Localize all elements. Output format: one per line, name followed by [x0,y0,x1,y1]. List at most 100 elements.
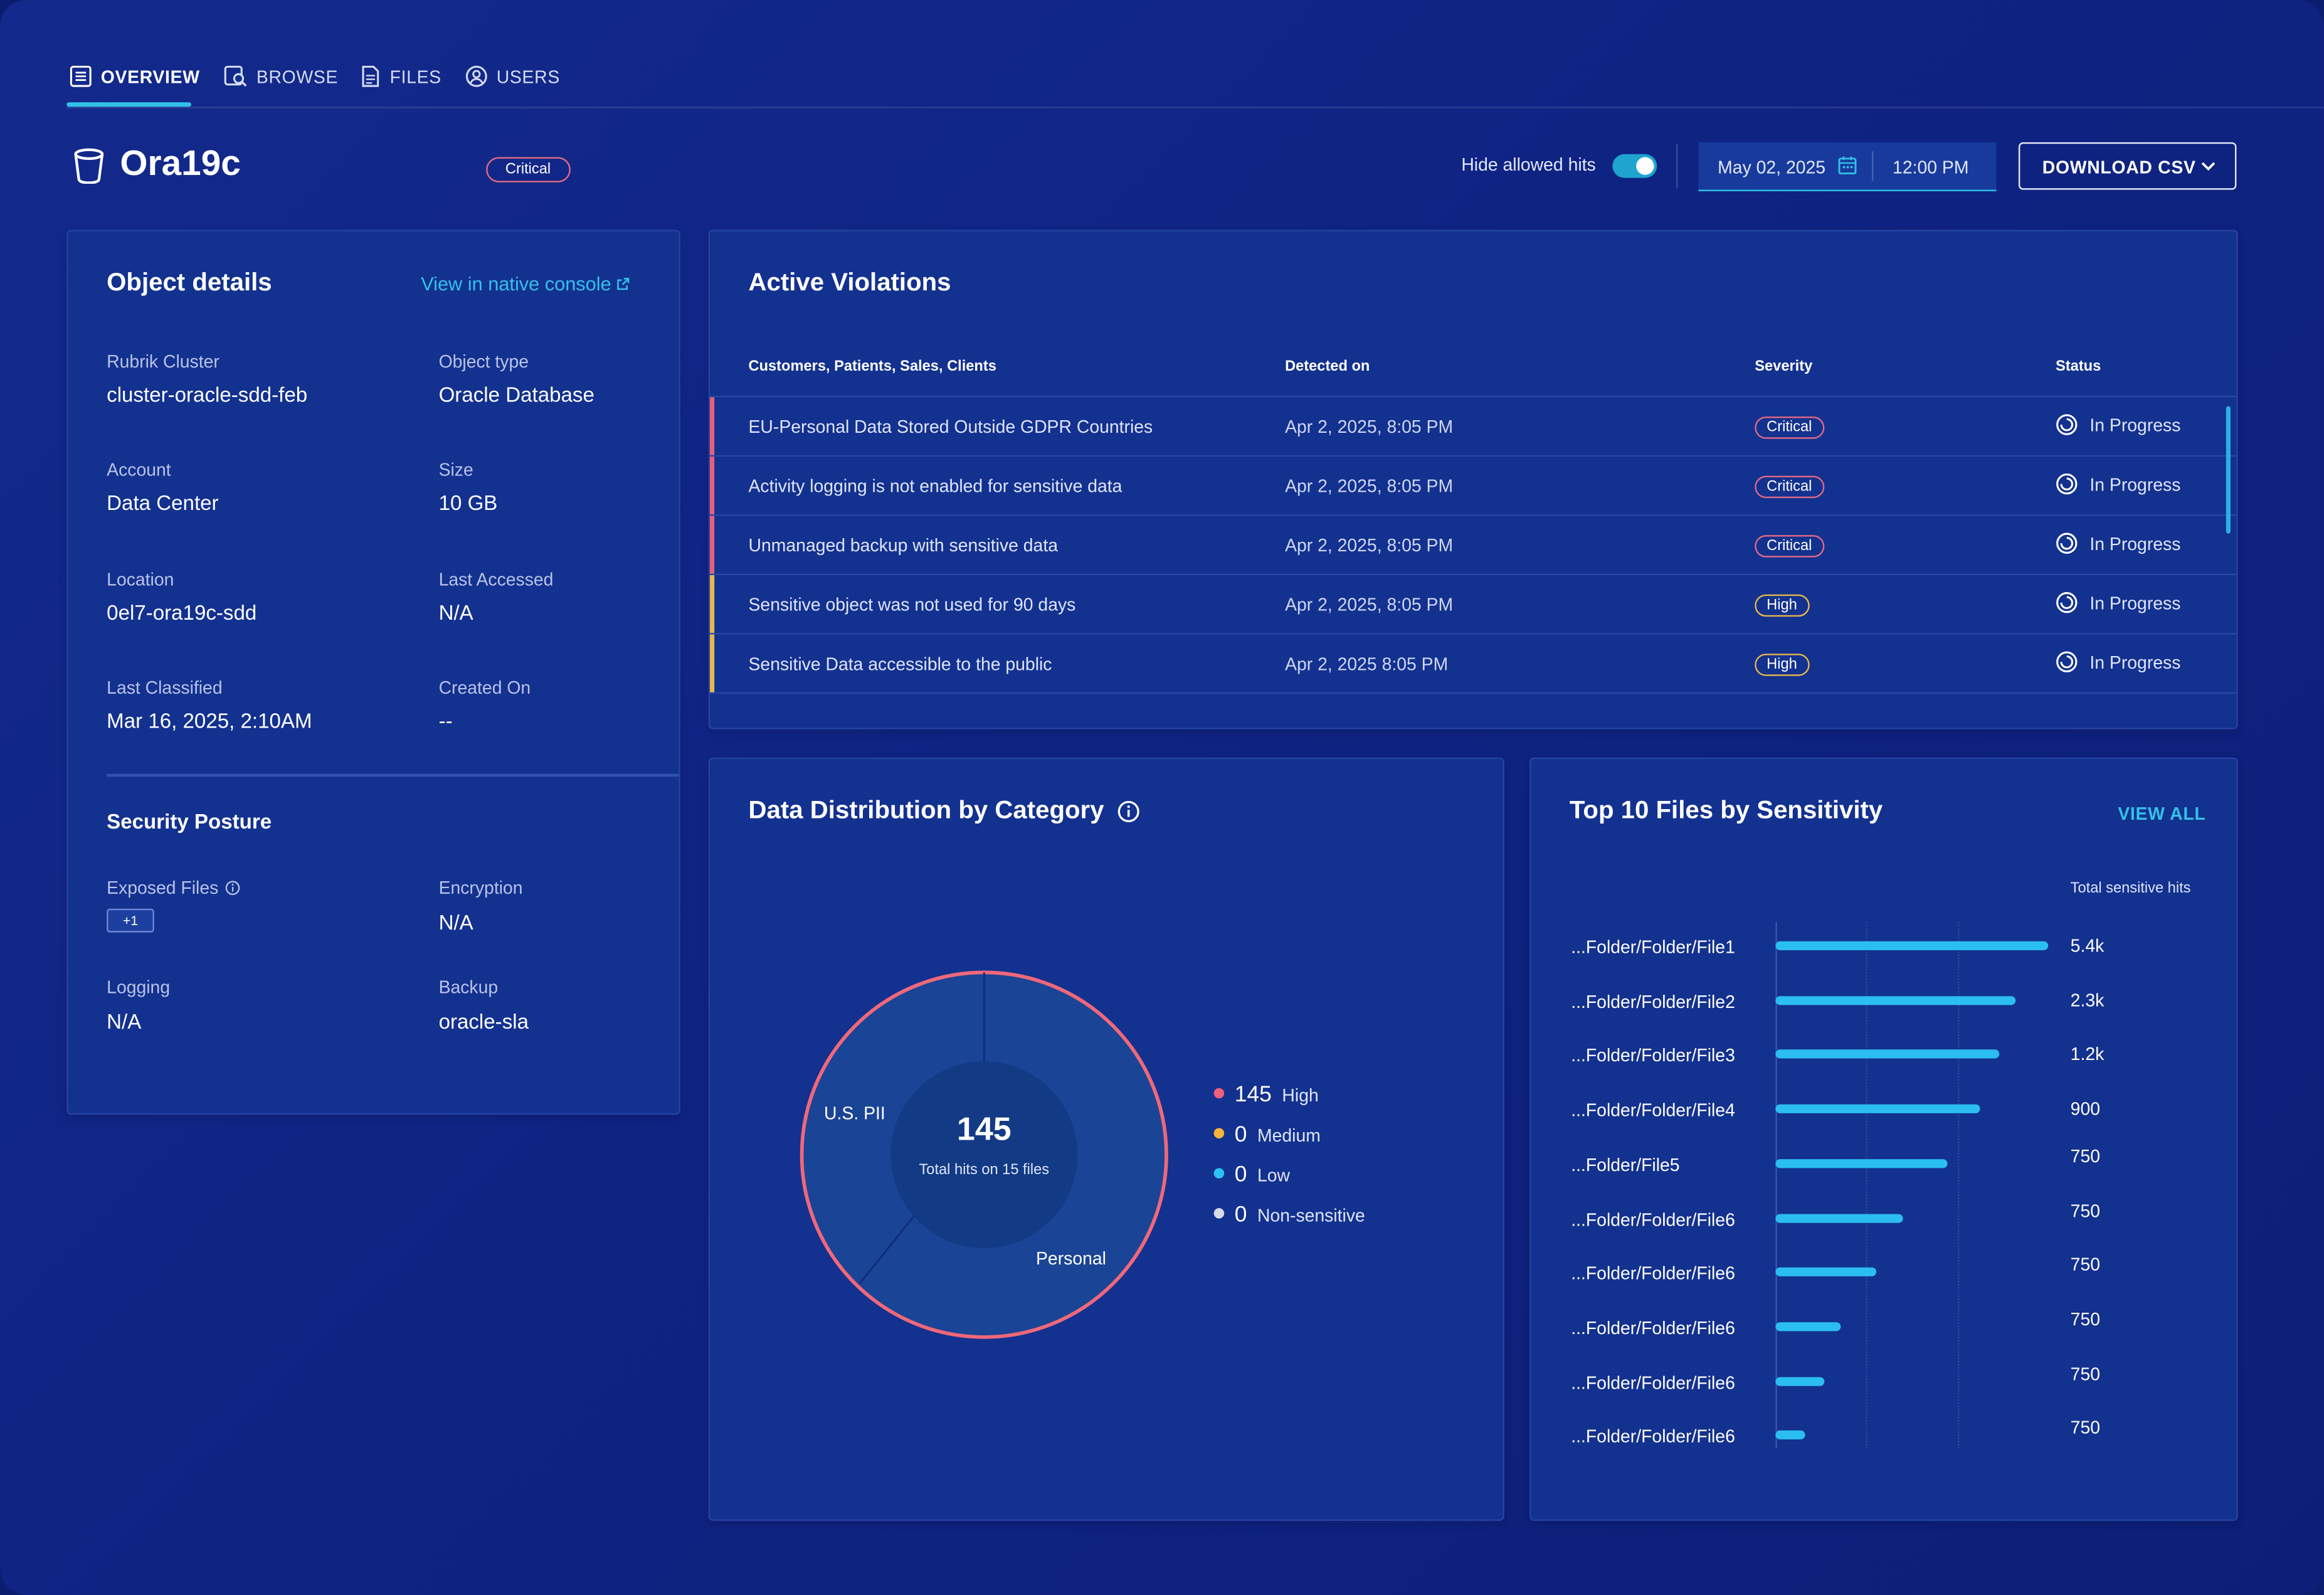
field-value: -- [438,708,453,733]
tab-label: FILES [389,66,441,87]
file-hits-value: 750 [2070,1200,2101,1221]
field-label: Size [438,459,473,480]
column-header[interactable]: Detected on [1285,358,1370,375]
logging-label: Logging [107,977,171,998]
violation-name: Sensitive object was not used for 90 day… [748,594,1076,615]
status-label: In Progress [2089,592,2181,613]
table-row[interactable]: Activity logging is not enabled for sens… [710,455,2237,515]
external-link-icon [618,278,630,290]
badge-label: Critical [1755,535,1824,558]
status-label: In Progress [2089,651,2181,672]
legend-label: Low [1257,1165,1291,1186]
segment-divider [858,1215,916,1285]
active-tab-indicator [66,102,191,107]
file-row[interactable]: ...Folder/Folder/File6 750 [1531,1200,2236,1236]
severity-badge: Critical [1755,415,1824,439]
calendar-icon[interactable] [1838,156,1857,175]
donut-caption: Total hits on 15 files [919,1162,1050,1179]
badge-label: Critical [1755,416,1824,439]
column-header[interactable]: Customers, Patients, Sales, Clients [748,358,996,375]
donut-total: 145 [956,1110,1011,1148]
file-name: ...Folder/Folder/File2 [1571,991,1735,1012]
file-name: ...Folder/Folder/File1 [1571,936,1735,958]
file-hits-bar [1775,1213,1904,1222]
file-hits-value: 900 [2070,1098,2101,1120]
legend-value: 0 [1234,1162,1247,1188]
file-row[interactable]: ...Folder/Folder/File6 750 [1531,1417,2236,1453]
field-value: 0el7-ora19c-sdd [107,600,257,624]
file-row[interactable]: ...Folder/Folder/File4 900 [1531,1097,2236,1126]
legend-item-low: 0 Low [1213,1162,1291,1188]
hide-allowed-toggle[interactable] [1612,154,1657,178]
file-name: ...Folder/Folder/File3 [1571,1046,1735,1067]
tab-bar: OVERVIEW BROWSE FILES USERS [66,56,2324,109]
column-header[interactable]: Status [2056,358,2101,375]
file-name: ...Folder/Folder/File4 [1571,1100,1735,1121]
object-severity-badge: Critical [486,154,570,183]
in-progress-icon [2056,533,2078,554]
status-cell: In Progress [2056,591,2180,613]
legend-dot [1213,1168,1225,1179]
file-row[interactable]: ...Folder/Folder/File2 2.3k [1531,988,2236,1018]
tab-browse[interactable]: BROWSE [224,65,338,87]
field-value: cluster-oracle-sdd-feb [107,382,308,406]
legend-item-medium: 0 Medium [1213,1122,1321,1148]
field-value: Mar 16, 2025, 2:10AM [107,708,312,733]
tab-users[interactable]: USERS [465,65,560,87]
title-text: Data Distribution by Category [748,796,1104,825]
info-icon[interactable] [226,881,241,896]
status-label: In Progress [2089,474,2181,495]
tab-label: BROWSE [256,66,339,87]
view-all-link[interactable]: VIEW ALL [2118,803,2206,825]
detected-on: Apr 2, 2025 8:05 PM [1285,654,1449,675]
table-row[interactable]: Sensitive Data accessible to the public … [710,633,2237,694]
exposed-files-label: Exposed Files [107,877,241,898]
file-row[interactable]: ...Folder/Folder/File1 5.4k [1531,934,2236,963]
table-row[interactable]: Sensitive object was not used for 90 day… [710,573,2237,633]
file-name: ...Folder/Folder/File6 [1571,1263,1735,1285]
page-title: Ora19c [120,144,241,184]
exposed-files-chip[interactable]: +1 [107,908,154,933]
legend-label: Non-sensitive [1257,1205,1365,1226]
detected-on: Apr 2, 2025, 8:05 PM [1285,475,1454,497]
security-posture-title: Security Posture [107,809,272,834]
scrollbar-thumb[interactable] [2226,406,2231,534]
column-header[interactable]: Severity [1755,358,1813,375]
table-row[interactable]: Unmanaged backup with sensitive data Apr… [710,514,2237,574]
violation-name: Activity logging is not enabled for sens… [748,475,1122,497]
legend-dot [1213,1128,1225,1139]
file-row[interactable]: ...Folder/Folder/File6 750 [1531,1309,2236,1344]
donut-hole [890,1061,1078,1248]
file-hits-value: 1.2k [2070,1044,2105,1065]
file-hits-value: 750 [2070,1417,2101,1439]
logging-value: N/A [107,1009,142,1034]
status-cell: In Progress [2056,651,2180,673]
status-label: In Progress [2089,414,2181,435]
legend-item-high: 145 High [1213,1082,1319,1107]
file-hits-value: 2.3k [2070,990,2105,1011]
file-row[interactable]: ...Folder/Folder/File3 1.2k [1531,1042,2236,1072]
info-icon[interactable] [1117,800,1139,822]
backup-label: Backup [438,977,499,998]
file-row[interactable]: ...Folder/Folder/File6 750 [1531,1254,2236,1290]
file-row[interactable]: ...Folder/File5 750 [1531,1145,2236,1181]
file-name: ...Folder/File5 [1571,1154,1680,1175]
legend-value: 0 [1234,1122,1247,1148]
file-hits-value: 750 [2070,1254,2101,1275]
tab-overview[interactable]: OVERVIEW [70,65,200,87]
view-native-console-link[interactable]: View in native console [421,273,630,295]
file-row[interactable]: ...Folder/Folder/File6 750 [1531,1363,2236,1399]
file-name: ...Folder/Folder/File6 [1571,1209,1735,1230]
field-label: Last Classified [107,677,223,699]
datetime-picker[interactable]: May 02, 2025 12:00 PM [1698,142,1997,191]
status-cell: In Progress [2056,413,2180,435]
severity-badge: Critical [1755,534,1824,558]
field-label: Rubrik Cluster [107,351,219,373]
severity-badge: Critical [1755,474,1824,499]
tab-files[interactable]: FILES [360,65,441,87]
field-label: Location [107,569,174,590]
in-progress-icon [2056,592,2078,613]
badge-label: High [1755,594,1809,617]
table-row[interactable]: EU-Personal Data Stored Outside GDPR Cou… [710,396,2237,455]
download-csv-button[interactable]: DOWNLOAD CSV [2018,142,2237,190]
